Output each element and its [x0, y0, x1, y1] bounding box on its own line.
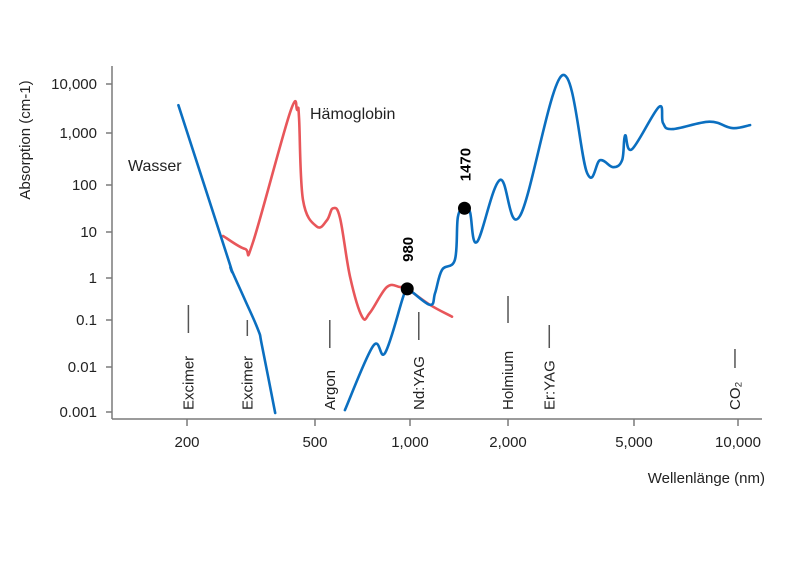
laser-label: Holmium [500, 351, 517, 410]
y-tick-label: 0.01 [68, 359, 97, 376]
laser-marker: Holmium [500, 296, 517, 410]
point-label-980: 980 [400, 237, 417, 262]
series-label-wasser: Wasser [128, 158, 182, 175]
laser-label: Argon [322, 370, 339, 410]
highlight-points: 980 1470 [400, 148, 474, 296]
series-line-wasser [177, 103, 277, 415]
curves [177, 74, 752, 415]
series-line-wasser [343, 74, 752, 412]
highlight-point-1470 [457, 201, 471, 215]
laser-markers: Excimer Excimer Argon Nd:YAG Holmium Er:YAG CO… [180, 296, 744, 410]
x-tick-label: 500 [302, 434, 327, 451]
y-axis-title: Absorption (cm-1) [17, 80, 34, 199]
laser-marker: Argon [322, 320, 339, 410]
highlight-point-980 [400, 282, 414, 296]
x-tick-label: 200 [174, 434, 199, 451]
x-tick-label: 5,000 [615, 434, 653, 451]
laser-marker: Er:YAG [541, 325, 558, 410]
series-line-haemoglobin [221, 99, 454, 321]
x-axis-title: Wellenlänge (nm) [648, 470, 765, 487]
axes: 10,000 1,000 100 10 1 0.1 0.01 0.001 200 500 1,000… [51, 66, 762, 451]
x-tick-label: 1,000 [391, 434, 429, 451]
y-tick-label: 0.1 [76, 312, 97, 329]
laser-label: Er:YAG [541, 360, 558, 410]
x-tick-label: 10,000 [715, 434, 761, 451]
y-tick-label: 1 [89, 270, 97, 287]
laser-label: CO₂ [727, 382, 744, 411]
laser-marker: Excimer [180, 305, 197, 410]
laser-marker: Excimer [239, 320, 256, 410]
y-tick-label: 10,000 [51, 76, 97, 93]
y-tick-label: 10 [80, 224, 97, 241]
laser-marker: Nd:YAG [411, 312, 428, 410]
point-label-1470: 1470 [457, 148, 474, 181]
y-tick-label: 0.001 [59, 404, 97, 421]
x-tick-label: 2,000 [489, 434, 527, 451]
series-label-haemoglobin: Hämoglobin [310, 106, 395, 123]
laser-label: Excimer [239, 356, 256, 410]
laser-marker: CO₂ [727, 349, 744, 410]
y-tick-label: 1,000 [59, 125, 97, 142]
laser-label: Nd:YAG [411, 356, 428, 410]
laser-label: Excimer [180, 356, 197, 410]
y-tick-label: 100 [72, 177, 97, 194]
